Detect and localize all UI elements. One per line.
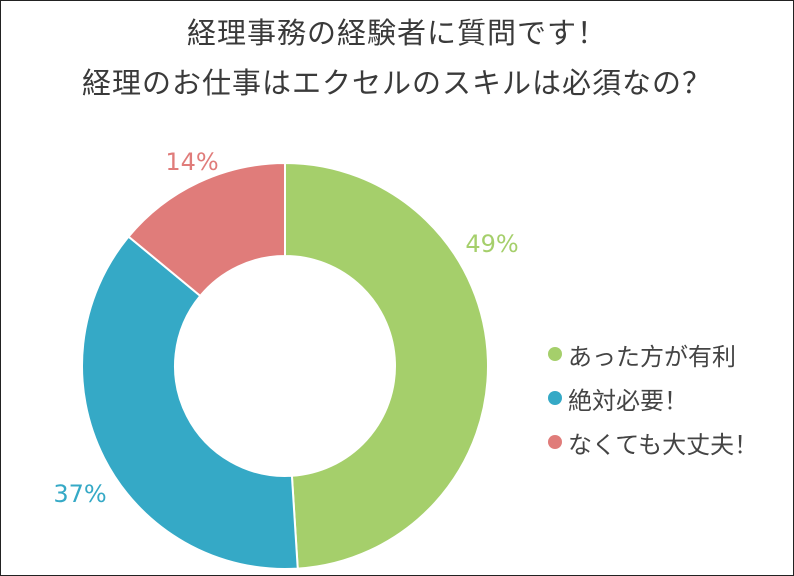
data-label-not-needed: 14% (165, 148, 218, 176)
donut-slice-required (81, 235, 299, 570)
data-label-advantage: 49% (465, 230, 518, 258)
legend-label-advantage: あった方が有利 (568, 342, 736, 371)
chart-title-line-1: 経理事務の経験者に質問です！ (186, 16, 607, 50)
legend-label-not-needed: なくても大丈夫！ (568, 430, 759, 459)
legend-label-required: 絶対必要！ (568, 386, 688, 415)
donut-slice-not-needed (127, 161, 286, 298)
data-label-required: 37% (53, 480, 106, 508)
chart-legend: あった方が有利 絶対必要！ なくても大丈夫！ (548, 332, 758, 464)
legend-swatch-advantage (548, 347, 562, 361)
donut-slice-advantage (284, 161, 489, 570)
chart-title-line-2: 経理のお仕事はエクセルのスキルは必須なの？ (81, 66, 712, 100)
legend-swatch-required (548, 391, 562, 405)
legend-swatch-not-needed (548, 435, 562, 449)
legend-item-not-needed: なくても大丈夫！ (548, 420, 758, 464)
legend-item-required: 絶対必要！ (548, 376, 758, 420)
legend-item-advantage: あった方が有利 (548, 332, 758, 376)
